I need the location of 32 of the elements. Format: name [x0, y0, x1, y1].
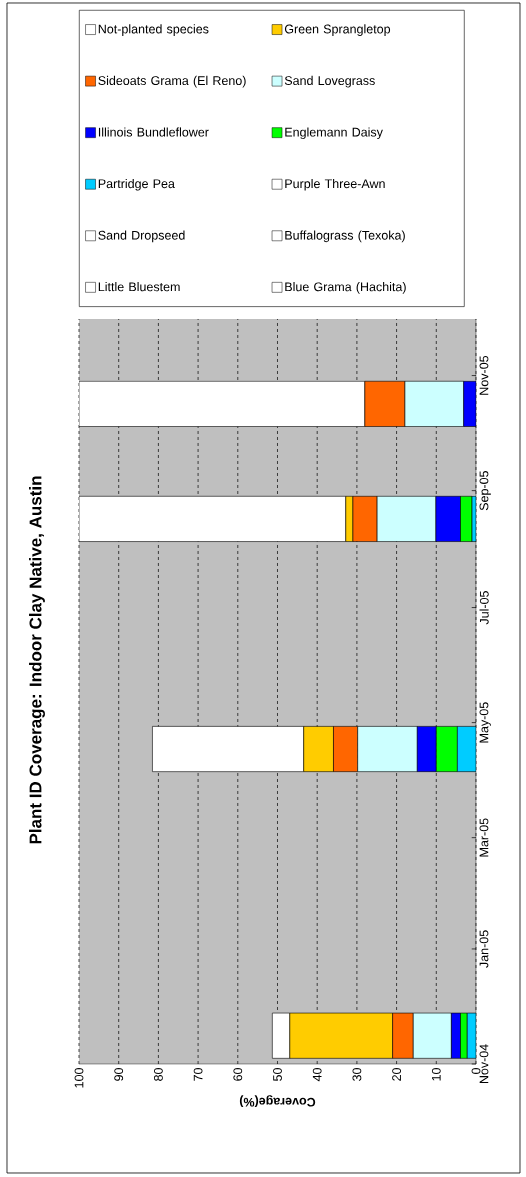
text: Plant ID Coverage: Indoor Clay Native, Austin — [29, 476, 45, 844]
x-tick-label: 10 — [431, 1068, 441, 1081]
legend-label: Buffalograss (Texoka) — [285, 230, 405, 243]
legend-label: Little Bluestem — [98, 282, 180, 292]
y-tick-label: Nov-05 — [479, 355, 489, 395]
legend-label: Green Sprangletop — [284, 24, 391, 36]
x-tick-label: 60 — [233, 1068, 243, 1081]
legend-label: Purple Three-Awn — [285, 178, 385, 191]
x-tick-label: 90 — [114, 1068, 124, 1081]
legend-label: Englemann Daisy — [285, 127, 383, 140]
legend-label: Not-planted species — [98, 24, 209, 36]
y-tick-label: May-05 — [479, 702, 491, 743]
y-tick-label: Nov-04 — [479, 1044, 489, 1084]
y-tick-label: Mar-05 — [479, 818, 489, 857]
legend-label: Blue Grama (Hachita) — [285, 282, 406, 294]
x-tick-label: 0 — [471, 1068, 481, 1074]
x-tick-label: 30 — [352, 1068, 362, 1081]
x-tick-label: 80 — [153, 1068, 163, 1081]
legend-label: Sideoats Grama (El Reno) — [98, 75, 246, 88]
legend-label: Sand Lovegrass — [284, 75, 375, 88]
legend-label: Sand Dropseed — [98, 230, 185, 243]
x-tick-label: 40 — [312, 1068, 322, 1082]
legend-label: Illinois Bundleflower — [98, 127, 209, 137]
y-tick-label: Jan-05 — [479, 930, 489, 968]
x-axis-title: Coverage(%) — [239, 1095, 316, 1107]
x-tick-label: 100 — [74, 1068, 84, 1088]
x-tick-label: 20 — [392, 1068, 402, 1081]
y-tick-label: Jul-05 — [479, 591, 489, 625]
x-tick-label: 70 — [193, 1068, 203, 1081]
legend-label: Partridge Pea — [98, 178, 175, 191]
x-tick-label: 50 — [273, 1068, 282, 1081]
y-tick-label: Sep-05 — [479, 471, 491, 511]
